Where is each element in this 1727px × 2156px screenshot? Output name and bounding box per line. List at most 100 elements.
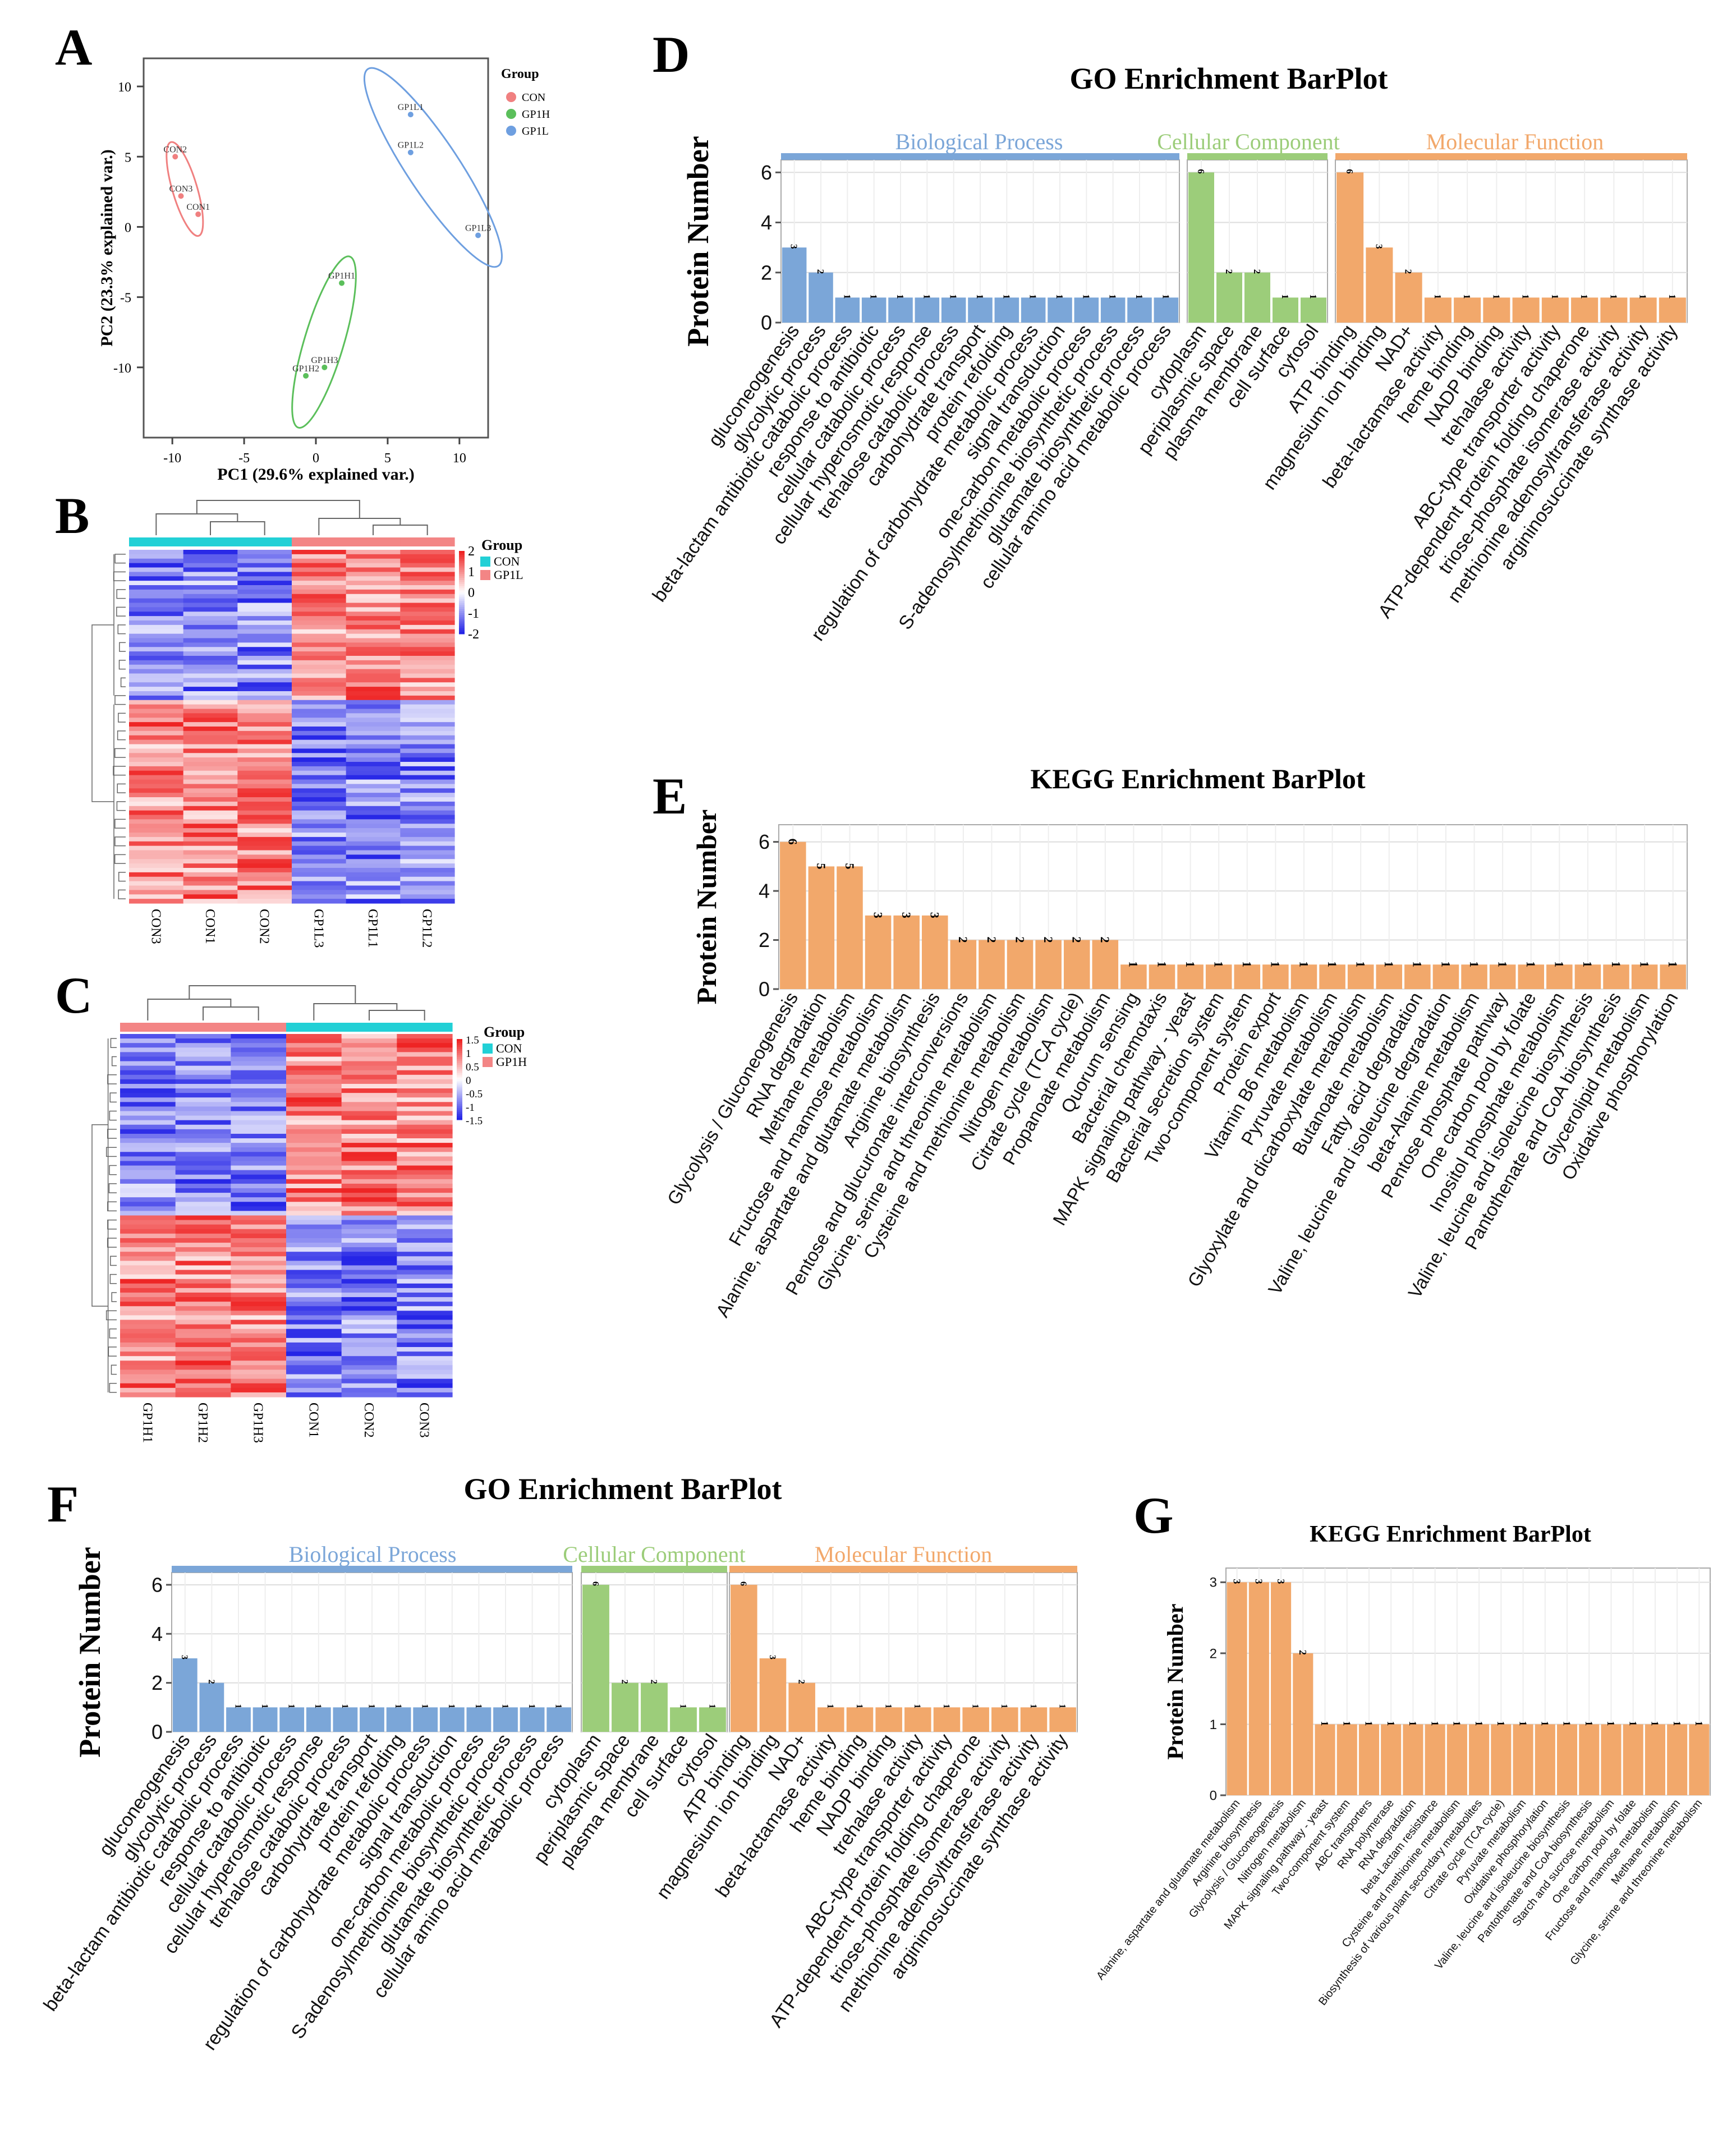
- heatmap-cell: [400, 594, 455, 599]
- heatmap-cell: [183, 687, 238, 692]
- heatmap-cell: [292, 868, 347, 873]
- color-scale-step: [459, 594, 465, 597]
- heatmap-cell: [286, 1152, 342, 1157]
- heatmap-cell: [183, 859, 238, 864]
- heatmap-cell: [286, 1333, 342, 1339]
- heatmap-cell: [292, 836, 347, 842]
- heatmap-cell: [175, 1065, 231, 1071]
- heatmap-cell: [231, 1183, 287, 1189]
- heatmap-cell: [231, 1165, 287, 1171]
- heatmap-cell: [397, 1288, 453, 1293]
- heatmap-cell: [400, 563, 455, 568]
- heatmap-cell: [129, 651, 184, 656]
- color-scale-step: [457, 1077, 462, 1080]
- data-label: 1: [1553, 961, 1567, 967]
- heatmap-cell: [346, 779, 401, 784]
- bar: [1660, 964, 1686, 989]
- heatmap-cell: [341, 1383, 397, 1389]
- dendrogram-branch: [116, 606, 126, 617]
- heatmap-cell: [120, 1152, 176, 1157]
- heatmap-cell: [237, 845, 292, 851]
- bar: [413, 1707, 438, 1732]
- color-scale-tick: 2: [468, 544, 475, 559]
- color-scale-step: [457, 1057, 462, 1060]
- heatmap-cell: [129, 788, 184, 793]
- bar: [1234, 964, 1261, 989]
- heatmap-cell: [292, 624, 347, 630]
- color-scale-step: [459, 555, 465, 558]
- heatmap-cell: [292, 660, 347, 665]
- heatmap-cell: [237, 881, 292, 886]
- heatmap-cell: [183, 806, 238, 811]
- heatmap-cell: [183, 620, 238, 626]
- heatmap-cell: [120, 1247, 176, 1252]
- heatmap-cell: [397, 1097, 453, 1102]
- heatmap-cell: [400, 567, 455, 572]
- heatmap-cell: [120, 1197, 176, 1202]
- heatmap-cell: [183, 854, 238, 859]
- bar: [1659, 297, 1686, 323]
- heatmap-cell: [400, 651, 455, 656]
- bar: [1425, 1724, 1445, 1795]
- heatmap-cell: [341, 1056, 397, 1062]
- heatmap-cell: [346, 589, 401, 595]
- heatmap-cell: [237, 722, 292, 727]
- heatmap-cell: [286, 1261, 342, 1266]
- heatmap-cell: [120, 1315, 176, 1321]
- heatmap-cell: [129, 797, 184, 802]
- heatmap-cell: [231, 1265, 287, 1271]
- data-label: 1: [1134, 294, 1145, 299]
- data-label: 2: [815, 269, 826, 274]
- heatmap-cell: [286, 1097, 342, 1102]
- heatmap-cell: [237, 727, 292, 732]
- heatmap-cell: [346, 594, 401, 599]
- color-scale-step: [457, 1067, 462, 1070]
- heatmap-cell: [286, 1115, 342, 1121]
- heatmap-cell: [341, 1188, 397, 1193]
- heatmap-cell: [292, 704, 347, 710]
- heatmap-cell: [346, 563, 401, 568]
- bar: [962, 1707, 989, 1732]
- heatmap-cell: [286, 1079, 342, 1084]
- heatmap-cell: [286, 1383, 342, 1389]
- heatmap-cell: [286, 1320, 342, 1325]
- heatmap-cells: [129, 550, 455, 904]
- column-dendrogram: [147, 985, 425, 1020]
- heatmap-cell: [175, 1061, 231, 1066]
- heatmap-cell: [120, 1392, 176, 1398]
- heatmap-cell: [346, 620, 401, 626]
- heatmap-cell: [400, 603, 455, 608]
- data-label: 1: [1495, 1721, 1506, 1726]
- heatmap-cell: [183, 629, 238, 635]
- heatmap-cell: [237, 836, 292, 842]
- heatmap-cell: [175, 1315, 231, 1321]
- heatmap-cell: [397, 1211, 453, 1216]
- heatmap-cell: [231, 1279, 287, 1284]
- heatmap-cell: [286, 1161, 342, 1166]
- heatmap-cell: [237, 815, 292, 820]
- data-label: 1: [1671, 1721, 1683, 1726]
- heatmap-cell: [183, 779, 238, 784]
- data-label: 1: [1583, 1721, 1595, 1726]
- heatmap-cell: [120, 1211, 176, 1216]
- heatmap-cell: [341, 1229, 397, 1234]
- heatmap-cell: [120, 1202, 176, 1207]
- heatmap-cell: [286, 1387, 342, 1393]
- facet-strip: [1187, 153, 1328, 160]
- heatmap-cell: [397, 1270, 453, 1275]
- heatmap-cell: [397, 1065, 453, 1071]
- row-dendrogram: [91, 1038, 117, 1393]
- heatmap-cell: [400, 589, 455, 595]
- heatmap-cell: [129, 722, 184, 727]
- heatmap-cell: [286, 1220, 342, 1225]
- legend-label: CON: [496, 1041, 522, 1055]
- heatmap-cell: [237, 620, 292, 626]
- heatmap-cell: [129, 704, 184, 710]
- heatmap-cell: [400, 687, 455, 692]
- heatmap-cell: [341, 1270, 397, 1275]
- heatmap-cell: [175, 1247, 231, 1252]
- heatmap-cell: [397, 1265, 453, 1271]
- heatmap-cell: [292, 833, 347, 838]
- data-label: 1: [1637, 961, 1651, 967]
- category-label: Alanine, aspartate and glutamate metabol…: [1094, 1798, 1242, 1983]
